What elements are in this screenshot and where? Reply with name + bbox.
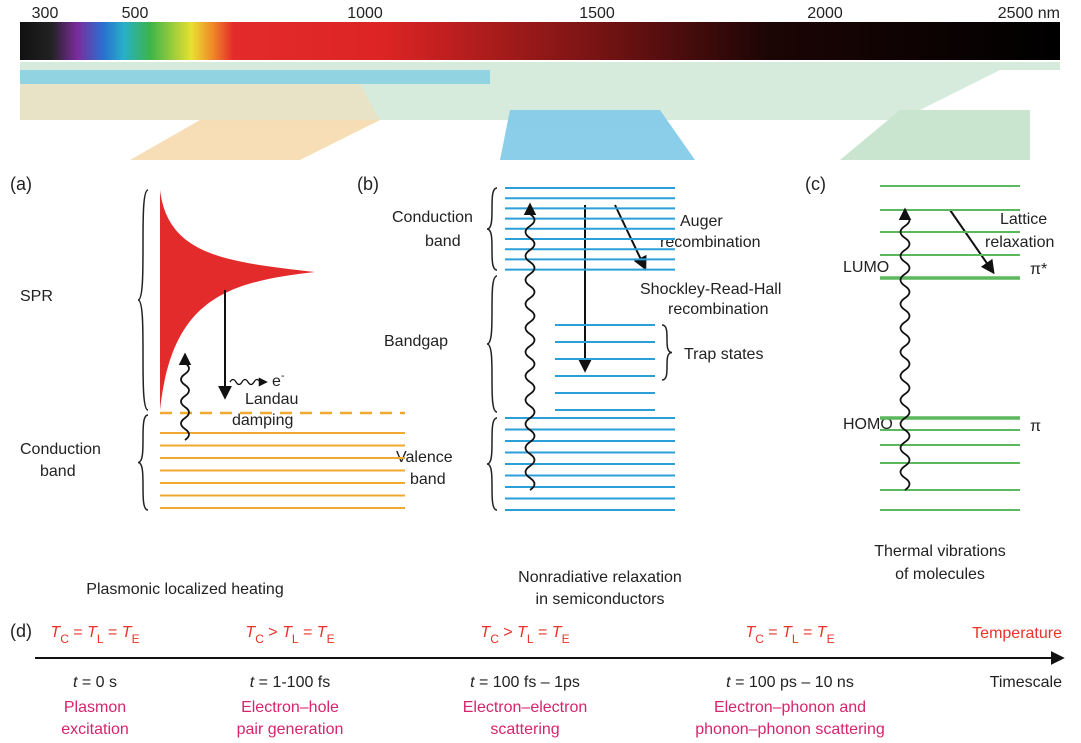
panel-c: (c) Lattice relaxation LUMO π* HOMO π Th… (805, 174, 1054, 583)
brace (138, 415, 148, 510)
symbol: > (499, 624, 517, 641)
band-label: band (410, 471, 446, 488)
wavy-arrow (526, 205, 535, 490)
symbol: = (69, 624, 87, 641)
brace (138, 190, 148, 410)
process-label: Electron–phonon and (714, 699, 866, 716)
electron-label: e- (272, 370, 285, 390)
subscript: E (327, 632, 335, 646)
process-label: scattering (490, 721, 559, 738)
symbol: = (764, 624, 782, 641)
process-label: Electron–electron (463, 699, 588, 716)
subscript: E (132, 632, 140, 646)
symbol: = (104, 624, 122, 641)
band-label: band (425, 233, 461, 250)
time-label: t = 100 fs – 1ps (470, 674, 580, 691)
figure: 300 500 1000 1500 2000 2500 nm (a) SPR C… (0, 0, 1081, 743)
landau-label: damping (232, 412, 293, 429)
panel-label: (a) (10, 174, 32, 194)
caption: Thermal vibrations (874, 543, 1006, 560)
temperature-relation: TC > TL = TE (245, 624, 334, 646)
symbol: = (534, 624, 552, 641)
caption: Nonradiative relaxation (518, 569, 682, 586)
symbol: = (799, 624, 817, 641)
time-label: t = 1-100 fs (250, 674, 331, 691)
band-label: Bandgap (384, 333, 448, 350)
brace (487, 276, 497, 412)
band-label: Conduction (392, 209, 473, 226)
subscript: C (755, 632, 764, 646)
pi-label: π (1030, 418, 1041, 435)
srh-label: Shockley-Read-Hall (640, 281, 781, 298)
wavelength-label: 1500 (579, 5, 615, 22)
process-label: Electron–hole (241, 699, 339, 716)
electron-symbol: e (272, 373, 281, 390)
band-label: band (40, 463, 76, 480)
brace (487, 188, 497, 270)
wavelength-label: 500 (122, 5, 149, 22)
temperature-relation: TC = TL = TE (745, 624, 834, 646)
band-label: Conduction (20, 441, 101, 458)
landau-label: Landau (245, 391, 298, 408)
time-label: t = 100 ps – 10 ns (726, 674, 854, 691)
electron-charge: - (281, 370, 285, 382)
spectrum-bar (20, 22, 1060, 60)
pi-star-label: π* (1030, 261, 1047, 278)
process-label: Plasmon (64, 699, 126, 716)
temperature-relation: TC > TL = TE (480, 624, 569, 646)
temperature-label: Temperature (972, 625, 1062, 642)
panel-label: (d) (10, 621, 32, 641)
time-value: = 0 s (77, 674, 117, 691)
wavy-arrow (181, 355, 189, 440)
time-value: = 100 ps – 10 ns (731, 674, 854, 691)
timescale-label: Timescale (990, 674, 1062, 691)
symbol: > (264, 624, 282, 641)
lattice-label: relaxation (985, 234, 1054, 251)
lattice-label: Lattice (1000, 211, 1047, 228)
time-value: = 100 fs – 1ps (475, 674, 580, 691)
caption: in semiconductors (536, 591, 665, 608)
orange-wedge (130, 120, 380, 160)
panel-label: (b) (357, 174, 379, 194)
panel-label: (c) (805, 174, 826, 194)
srh-label: recombination (668, 301, 769, 318)
panel-a: (a) SPR Conduction band e- Landau dampin… (10, 174, 315, 598)
wavelength-label: 2500 nm (998, 5, 1060, 22)
subscript: C (490, 632, 499, 646)
spr-label: SPR (20, 288, 53, 305)
time-label: t = 0 s (73, 674, 117, 691)
lumo-label: LUMO (843, 259, 889, 276)
wavelength-label: 300 (32, 5, 59, 22)
subscript: E (827, 632, 835, 646)
process-label: pair generation (237, 721, 344, 738)
blue-band (20, 70, 490, 84)
trap-label: Trap states (684, 346, 763, 363)
wavy-arrow (901, 210, 910, 490)
subscript: C (255, 632, 264, 646)
electron-wave (230, 380, 266, 385)
subscript: C (60, 632, 69, 646)
wavelength-label: 1000 (347, 5, 383, 22)
subscript: E (562, 632, 570, 646)
spectrum-bands (20, 62, 1060, 160)
spr-shape (160, 190, 315, 410)
time-value: = 1-100 fs (254, 674, 330, 691)
process-label: excitation (61, 721, 129, 738)
temperature-relation: TC = TL = TE (50, 624, 139, 646)
spectrum-ticks: 300 500 1000 1500 2000 2500 nm (32, 5, 1060, 22)
process-label: phonon–phonon scattering (695, 721, 885, 738)
brace (487, 418, 497, 510)
orange-band (20, 84, 380, 120)
brace (662, 325, 672, 380)
caption: Plasmonic localized heating (86, 581, 283, 598)
symbol: = (299, 624, 317, 641)
auger-label: Auger (680, 213, 723, 230)
wavelength-label: 2000 (807, 5, 843, 22)
auger-label: recombination (660, 234, 761, 251)
panel-d: (d) Temperature Timescale TC = TL = TE t … (10, 621, 1062, 738)
caption: of molecules (895, 566, 985, 583)
